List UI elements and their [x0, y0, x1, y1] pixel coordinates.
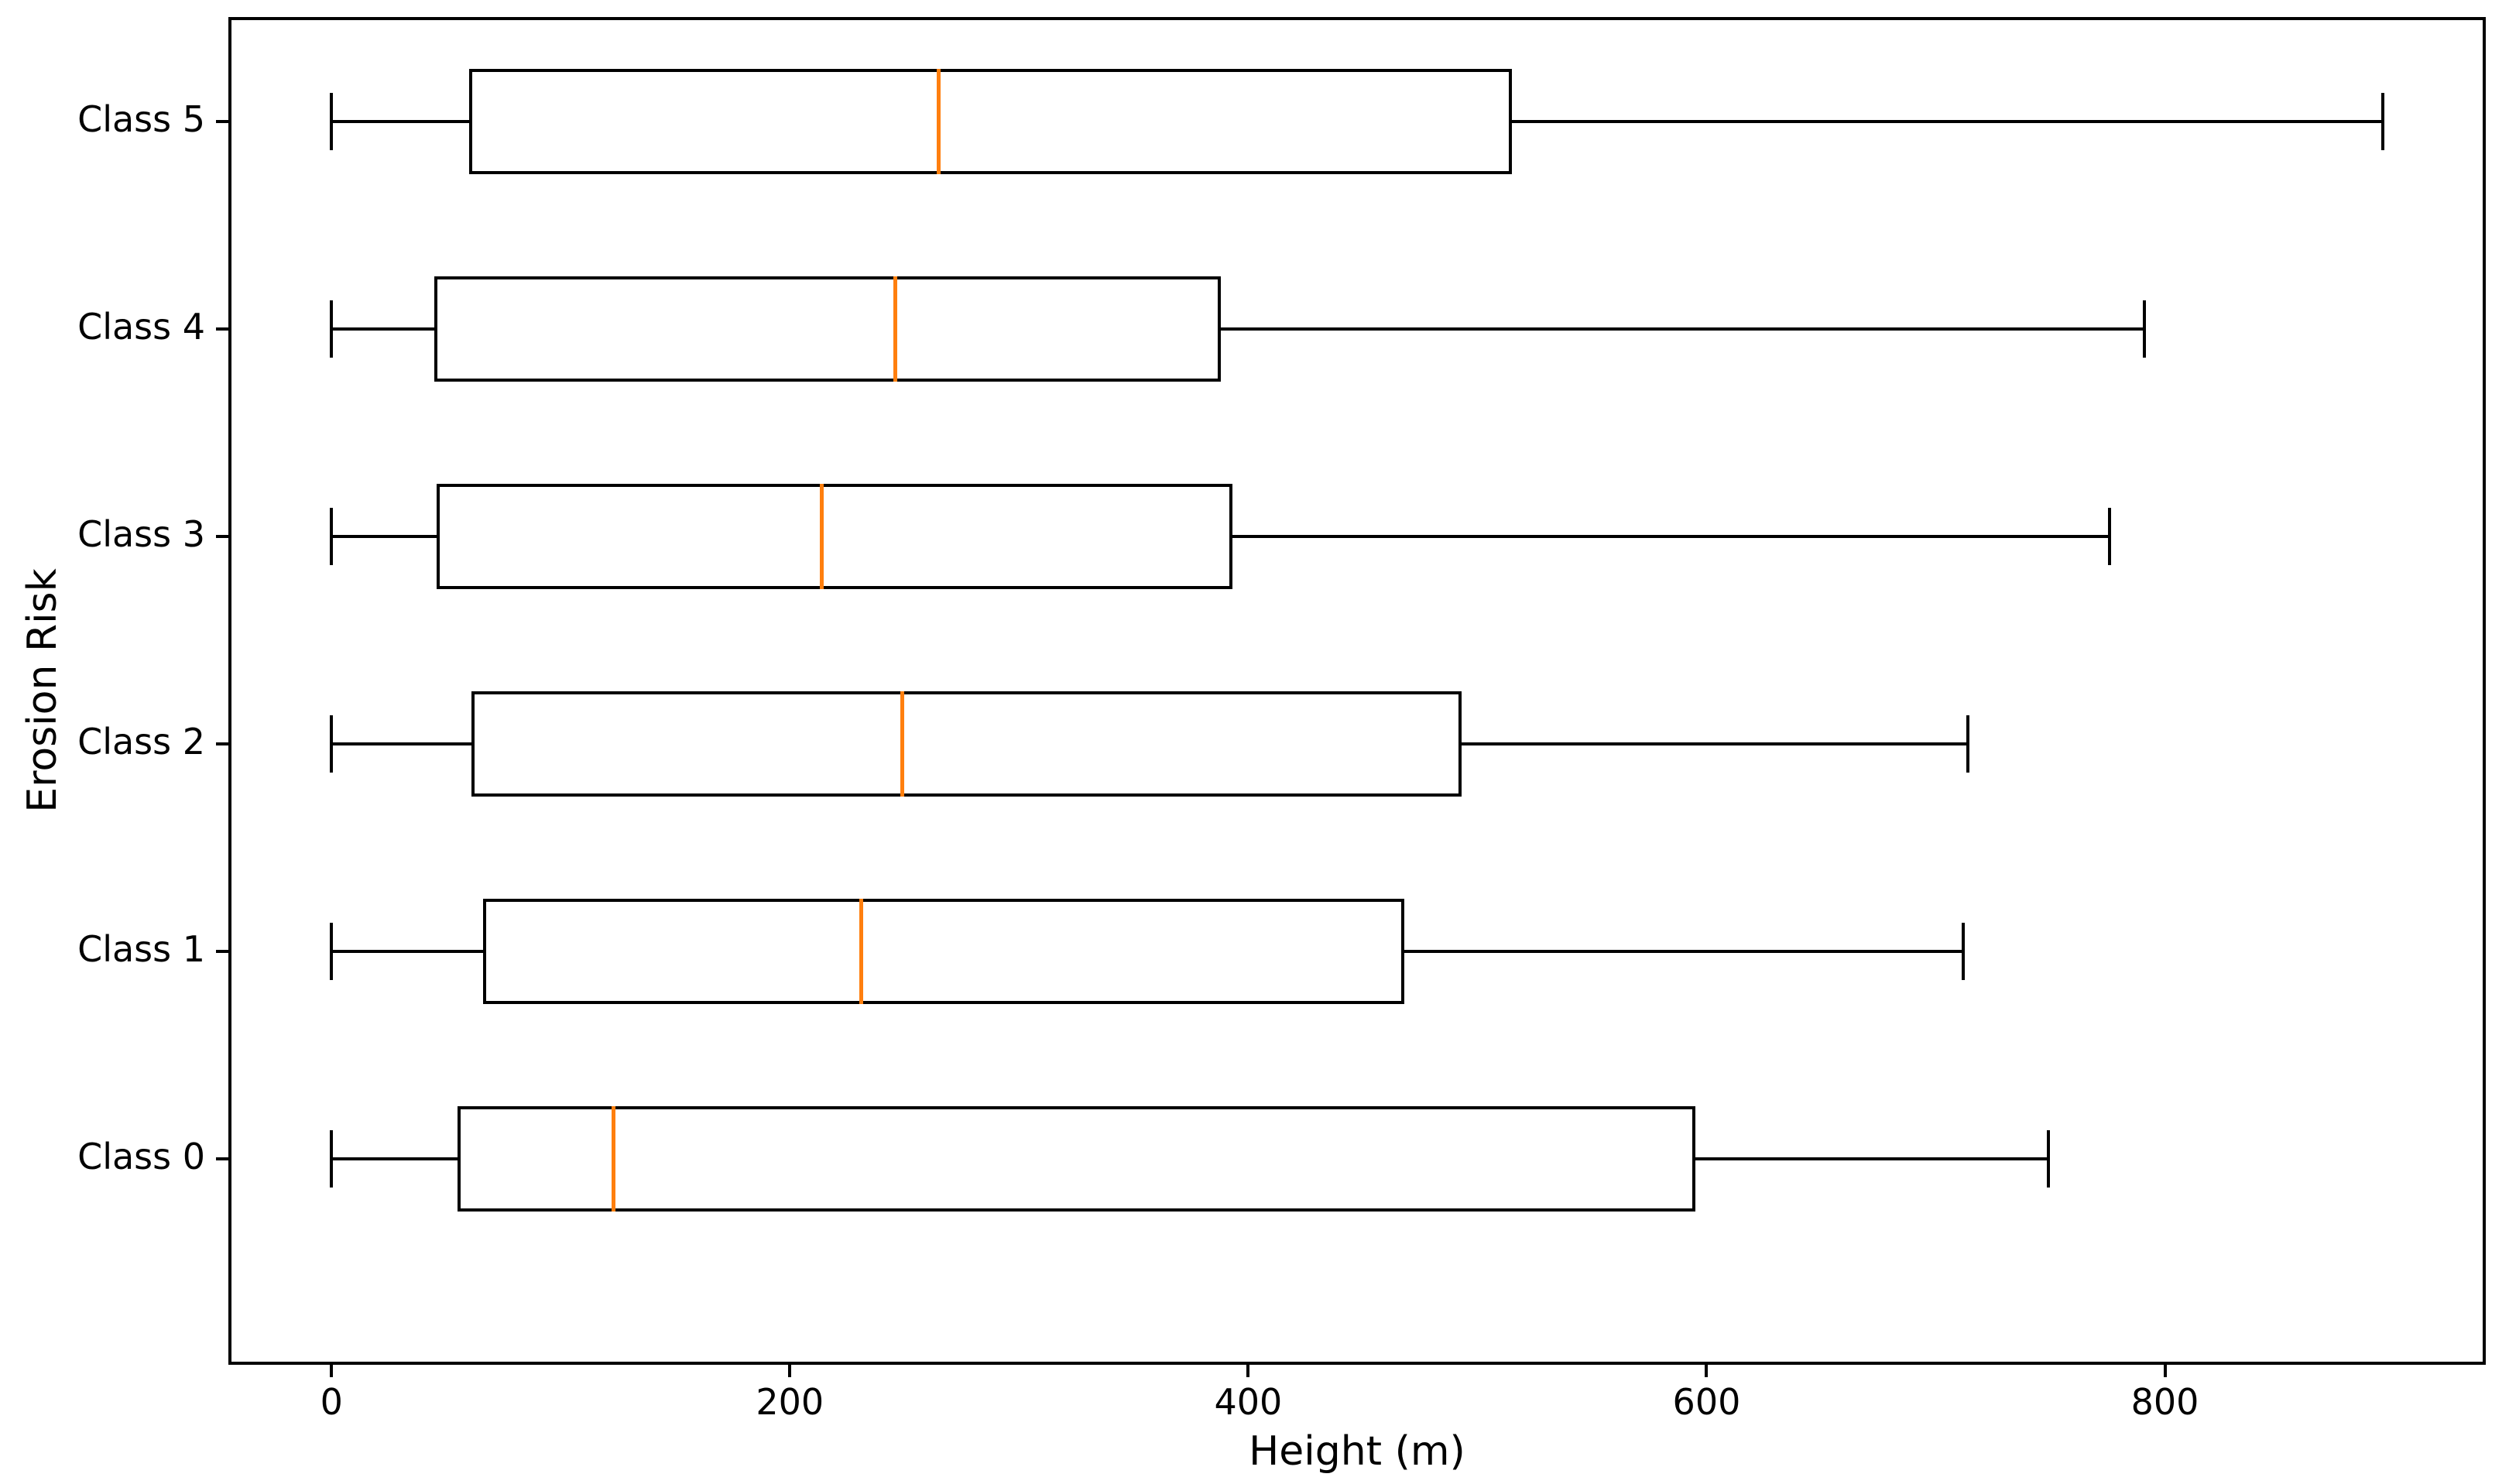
x-tick-label: 800: [2130, 1381, 2199, 1423]
iqr-box: [482, 899, 1404, 1004]
x-tick-label: 200: [756, 1381, 824, 1423]
whisker-low-line: [331, 950, 483, 953]
y-tick-label-class-5: Class 5: [77, 98, 205, 140]
whisker-high-line: [1232, 535, 2110, 538]
whisker-high-line: [1404, 950, 1964, 953]
median-line: [900, 691, 904, 797]
y-tick-mark: [216, 327, 228, 331]
y-tick-label-class-0: Class 0: [77, 1136, 205, 1177]
whisker-low-cap: [330, 1130, 334, 1188]
median-line: [893, 276, 897, 382]
y-tick-mark: [216, 120, 228, 123]
y-tick-mark: [216, 950, 228, 953]
whisker-high-cap: [1966, 715, 1969, 773]
whisker-low-cap: [330, 923, 334, 980]
whisker-high-line: [1511, 120, 2383, 123]
whisker-high-cap: [1962, 923, 1966, 980]
median-line: [820, 484, 824, 589]
y-tick-mark: [216, 535, 228, 538]
y-tick-label-class-3: Class 3: [77, 513, 205, 555]
whisker-low-line: [331, 1157, 458, 1160]
median-line: [611, 1106, 615, 1212]
whisker-low-cap: [330, 715, 334, 773]
whisker-low-cap: [330, 508, 334, 565]
x-tick-mark: [788, 1365, 792, 1377]
whisker-high-line: [1461, 742, 1968, 745]
whisker-high-line: [1220, 327, 2144, 331]
x-tick-mark: [330, 1365, 334, 1377]
x-tick-label: 600: [1672, 1381, 1741, 1423]
whisker-high-cap: [2046, 1130, 2050, 1188]
whisker-low-line: [331, 535, 437, 538]
whisker-high-line: [1695, 1157, 2048, 1160]
iqr-box: [458, 1106, 1695, 1212]
whisker-low-line: [331, 120, 469, 123]
x-tick-mark: [1705, 1365, 1709, 1377]
iqr-box: [471, 691, 1462, 797]
x-tick-mark: [2163, 1365, 2167, 1377]
y-tick-label-class-1: Class 1: [77, 928, 205, 970]
iqr-box: [437, 484, 1232, 589]
x-tick-mark: [1246, 1365, 1250, 1377]
x-tick-label: 0: [320, 1381, 343, 1423]
x-tick-label: 400: [1214, 1381, 1283, 1423]
whisker-high-cap: [2108, 508, 2112, 565]
y-tick-mark: [216, 1157, 228, 1160]
x-axis-label: Height (m): [1249, 1428, 1465, 1475]
whisker-low-line: [331, 327, 435, 331]
y-axis-label: Erosion Risk: [19, 568, 66, 813]
whisker-low-cap: [330, 300, 334, 358]
y-tick-label-class-2: Class 2: [77, 721, 205, 763]
median-line: [859, 899, 863, 1004]
whisker-low-line: [331, 742, 471, 745]
iqr-box: [468, 69, 1512, 174]
iqr-box: [434, 276, 1221, 382]
y-tick-label-class-4: Class 4: [77, 306, 205, 348]
whisker-high-cap: [2142, 300, 2146, 358]
whisker-low-cap: [330, 93, 334, 150]
whisker-high-cap: [2380, 93, 2384, 150]
median-line: [937, 69, 941, 174]
y-tick-mark: [216, 742, 228, 745]
